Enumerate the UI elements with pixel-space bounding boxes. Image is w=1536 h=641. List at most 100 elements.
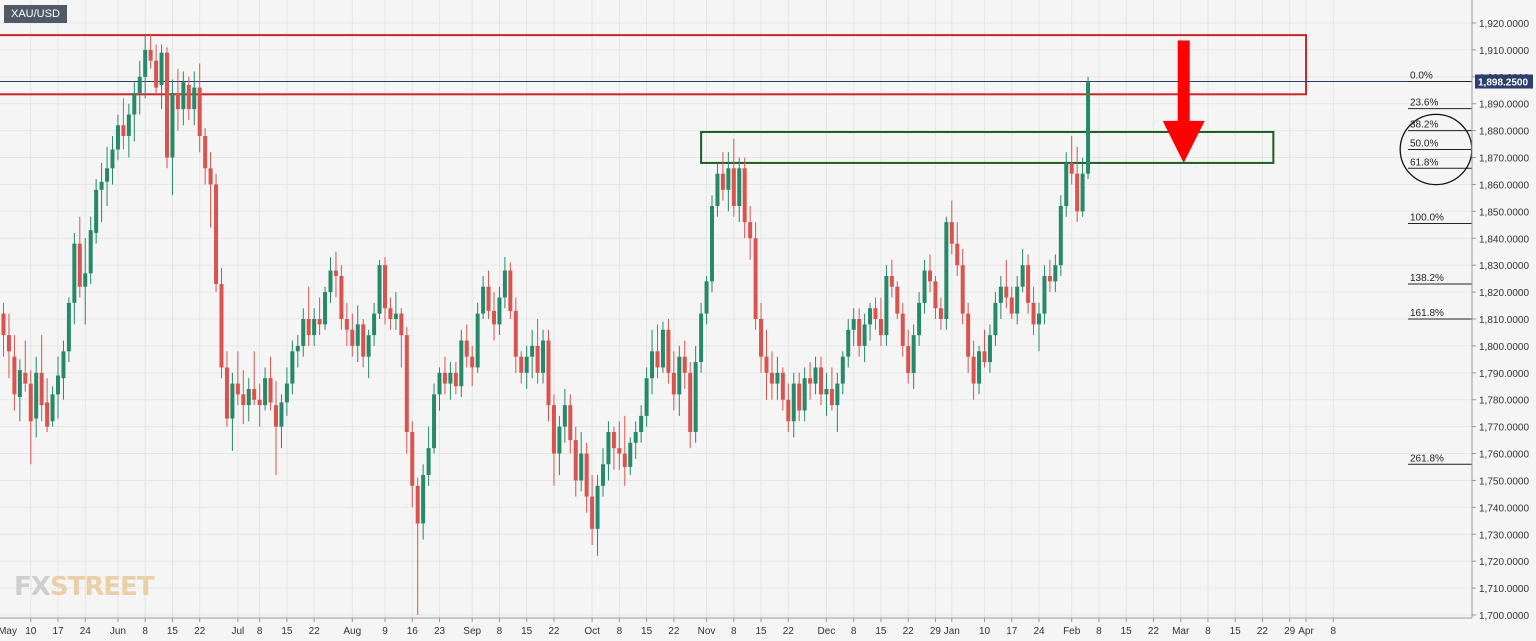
candle (377, 259, 382, 319)
candle (971, 340, 976, 400)
candle (573, 426, 578, 497)
x-axis-tick-label: Dec (818, 626, 836, 637)
candle (105, 146, 110, 206)
x-axis-tick-label: 22 (783, 626, 795, 637)
candle (928, 254, 932, 293)
candle-body (263, 378, 268, 406)
candle (115, 114, 120, 161)
candle (464, 324, 469, 368)
x-axis-tick-label: 22 (668, 626, 680, 637)
candle-body (126, 114, 131, 137)
candle-body (862, 324, 867, 346)
candle (1075, 146, 1080, 223)
candle (873, 297, 878, 330)
candle (284, 367, 289, 416)
candle (203, 127, 208, 185)
candle-body (219, 284, 224, 368)
candle-body (399, 313, 404, 336)
y-axis-tick-label: 1,700.0000 (1479, 611, 1529, 622)
x-axis-tick-label: 22 (194, 626, 206, 637)
candle-body (268, 378, 273, 403)
candle (246, 378, 251, 422)
candle (655, 324, 660, 379)
y-axis-background (1473, 0, 1536, 641)
candle-body (279, 402, 284, 427)
x-axis-tick-label: Feb (1063, 626, 1081, 637)
candle-body (764, 356, 769, 373)
candle (666, 319, 671, 384)
candle-body (840, 356, 845, 384)
y-axis-tick-label: 1,860.0000 (1479, 180, 1529, 191)
candle-body (99, 181, 104, 190)
y-axis-tick-label: 1,870.0000 (1479, 154, 1529, 165)
candle-body (17, 370, 22, 398)
candle (786, 383, 791, 433)
candle (889, 259, 894, 298)
candle (410, 421, 415, 508)
fib-level: 23.6% (1408, 98, 1472, 110)
fib-level-label: 61.8% (1410, 157, 1438, 168)
x-axis-tick-label: 29 (1284, 626, 1296, 637)
candle-body (28, 383, 33, 422)
candle-body (235, 383, 240, 395)
candle-body (1064, 162, 1069, 206)
candle-body (731, 168, 736, 206)
candle-body (181, 82, 186, 110)
candle (197, 63, 202, 153)
candle-body (77, 243, 82, 287)
candle (306, 286, 311, 346)
candle (791, 372, 796, 438)
candle (829, 367, 834, 411)
candle (317, 297, 322, 336)
x-axis-tick-label: 8 (617, 626, 623, 637)
candle (699, 302, 704, 373)
candle-body (274, 405, 278, 427)
candle-body (622, 453, 627, 467)
candle (404, 327, 409, 454)
candle (1086, 76, 1091, 180)
candle (437, 367, 442, 411)
candle-body (208, 168, 213, 185)
candle (219, 267, 224, 379)
fib-level: 161.8% (1408, 308, 1472, 320)
symbol-badge[interactable]: XAU/USD (4, 5, 67, 23)
candle-body (562, 405, 567, 427)
candle (982, 329, 987, 368)
candle-body (448, 372, 453, 384)
candle (350, 313, 355, 357)
candle (83, 238, 88, 325)
candle (731, 138, 736, 217)
candle-body (1020, 265, 1025, 287)
candle-body (535, 345, 540, 373)
candles-layer (1, 33, 1091, 615)
candle (568, 394, 573, 454)
candle-body (148, 49, 153, 61)
candle (421, 464, 426, 540)
x-axis-tick-label: 15 (281, 626, 293, 637)
candle (808, 362, 813, 400)
candle-body (889, 275, 894, 287)
x-axis-tick-label: 8 (731, 626, 737, 637)
candle-body (688, 372, 693, 433)
y-axis-tick-label: 1,770.0000 (1479, 423, 1529, 434)
x-axis-tick-label: Jun (110, 626, 126, 637)
candle (868, 302, 873, 341)
candle (61, 340, 66, 400)
candle (497, 286, 502, 336)
candle (753, 222, 758, 330)
candle-body (66, 302, 71, 352)
candle-body (192, 87, 197, 110)
candle-body (742, 168, 747, 223)
candle (993, 292, 998, 346)
candle (628, 437, 633, 476)
candle-body (519, 356, 524, 373)
x-axis-tick-label: May (0, 626, 17, 637)
y-axis-tick-label: 1,810.0000 (1479, 315, 1529, 326)
candle (344, 302, 349, 346)
candle-body (328, 270, 333, 293)
candle (650, 329, 655, 395)
candle-body (437, 372, 442, 395)
candle (644, 367, 649, 427)
candle-body (301, 319, 306, 346)
